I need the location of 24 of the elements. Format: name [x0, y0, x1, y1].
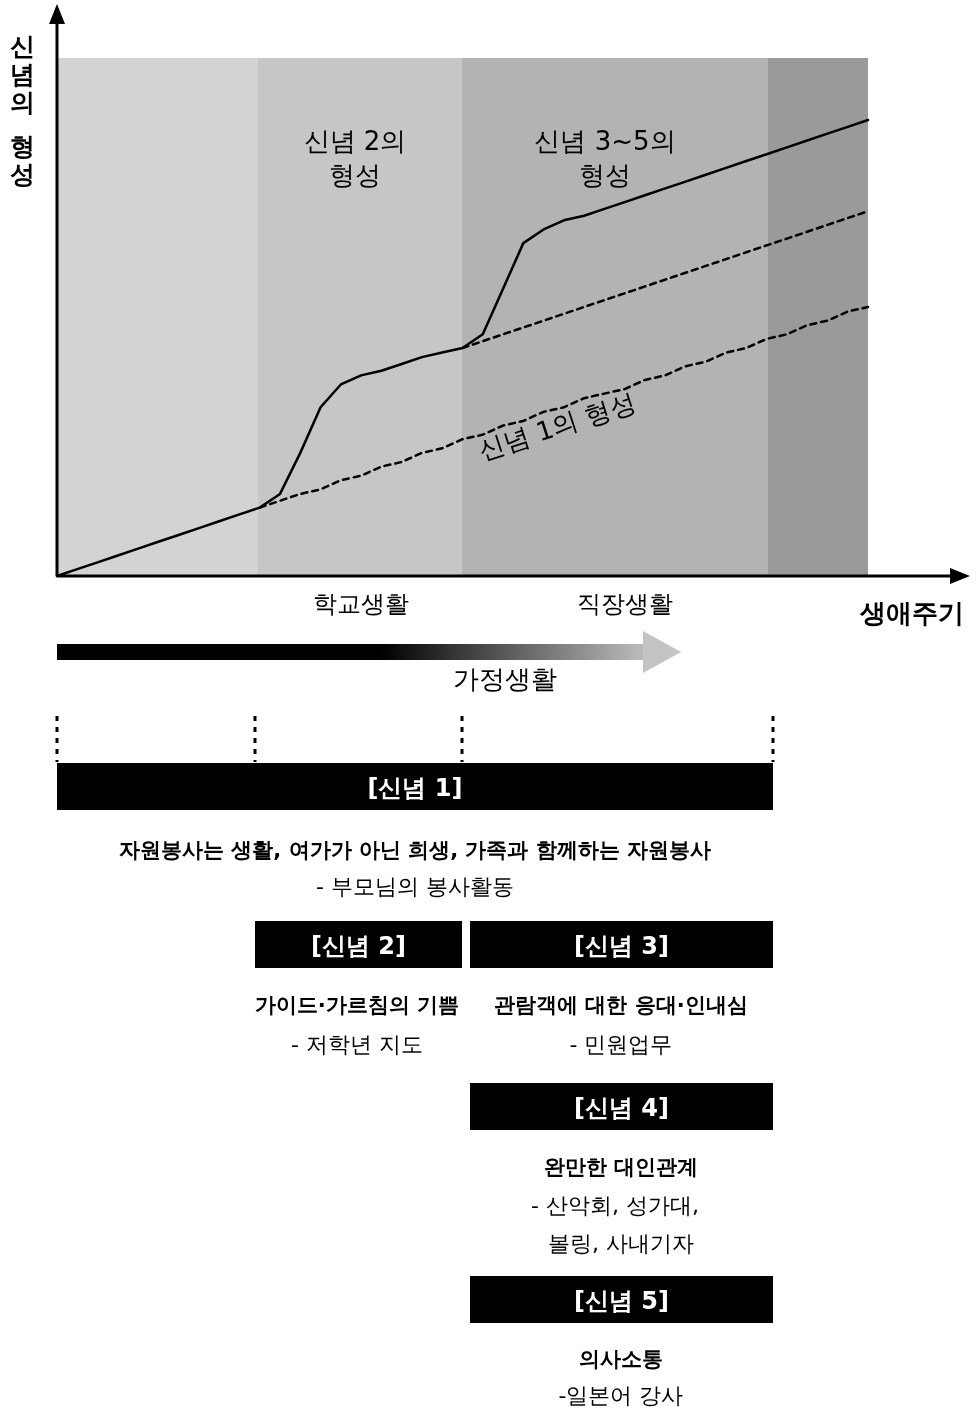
- x-axis-title: 생애주기: [859, 598, 964, 628]
- y-axis-title: 신념의 형성: [9, 32, 35, 189]
- annotation: 신념 2의 형성: [303, 126, 407, 190]
- text: [신념 1]: [367, 774, 463, 802]
- text: -일본어 강사: [558, 1383, 684, 1408]
- text: 자원봉사는 생활, 여가가 아닌 희생, 가족과 함께하는 자원봉사: [118, 838, 712, 862]
- text: - 저학년 지도: [291, 1032, 423, 1057]
- text: - 산악회, 성가대,: [531, 1193, 699, 1218]
- text: 완만한 대인관계: [543, 1155, 699, 1179]
- text: 가이드·가르침의 기쁨: [254, 993, 460, 1017]
- x-tick-label: 학교생활: [313, 590, 410, 618]
- text: [신념 3]: [574, 932, 669, 960]
- text: 관람객에 대한 응대·인내심: [494, 993, 748, 1017]
- text: [신념 5]: [574, 1287, 669, 1315]
- text: [신념 4]: [574, 1094, 669, 1122]
- annotation: 신념 3~5의 형성: [534, 126, 676, 190]
- annotation: 신념 1의 형성: [475, 386, 640, 466]
- text: [신념 2]: [311, 932, 406, 960]
- text: 가정생활: [453, 664, 557, 694]
- text: 볼링, 사내기자: [548, 1231, 694, 1256]
- text: - 민원업무: [569, 1032, 673, 1057]
- text: - 부모님의 봉사활동: [316, 874, 514, 899]
- x-tick-label: 직장생활: [576, 590, 673, 618]
- text: 의사소통: [579, 1347, 663, 1371]
